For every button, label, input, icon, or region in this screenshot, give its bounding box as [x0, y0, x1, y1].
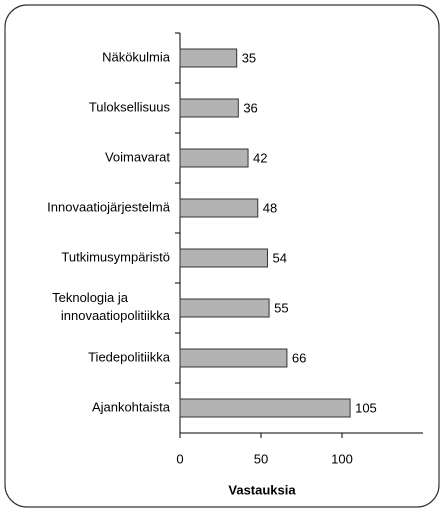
y-tick-label: Näkökulmia [102, 49, 171, 64]
value-label: 66 [292, 350, 306, 365]
bar [179, 148, 249, 168]
value-label: 54 [272, 250, 286, 265]
y-tick-label: Voimavarat [105, 149, 170, 164]
y-tick-label: Innovaatiojärjestelmä [47, 199, 171, 214]
bar [179, 98, 239, 118]
bar [179, 198, 259, 218]
x-axis-label: Vastauksia [228, 482, 296, 497]
x-tick-label: 50 [254, 451, 268, 466]
y-tick-label: Tiedepolitiikka [88, 349, 171, 364]
value-label: 36 [243, 100, 257, 115]
y-tick-label: Tuloksellisuus [89, 99, 171, 114]
bar [179, 248, 268, 268]
bar [179, 348, 288, 368]
y-tick-label: Ajankohtaista [92, 399, 171, 414]
value-label: 48 [263, 200, 277, 215]
x-tick-label: 100 [331, 451, 353, 466]
value-label: 42 [253, 150, 267, 165]
y-tick-label: Tutkimusympäristö [61, 249, 170, 264]
value-label: 55 [274, 300, 288, 315]
value-label: 35 [242, 50, 256, 65]
y-tick-label: Teknologia ja innovaatiopolitiikka [52, 290, 171, 323]
bar [179, 298, 270, 318]
bar [179, 398, 351, 418]
value-label: 105 [355, 400, 377, 415]
bar [179, 48, 238, 68]
x-tick-label: 0 [176, 451, 183, 466]
